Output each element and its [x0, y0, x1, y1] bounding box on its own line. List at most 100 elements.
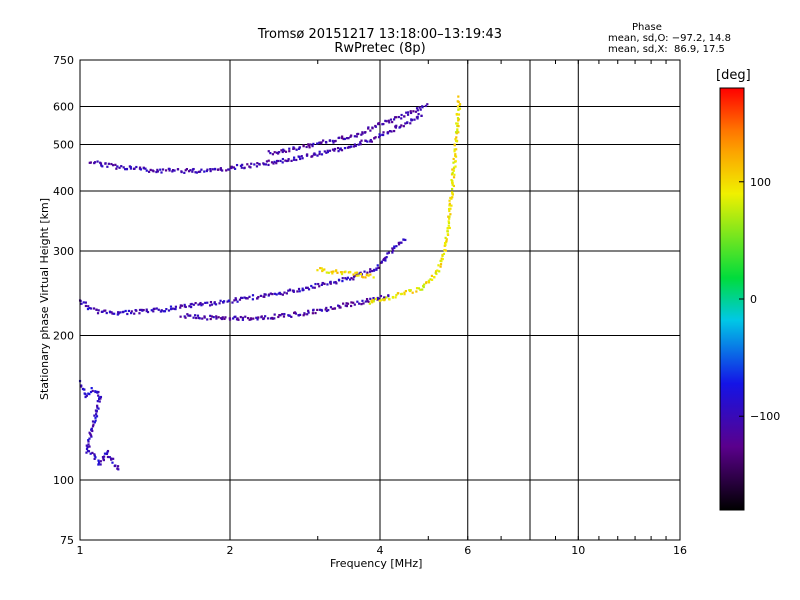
echo-point	[285, 292, 288, 295]
echo-point	[379, 294, 383, 298]
echo-point	[445, 238, 448, 241]
echo-point	[456, 122, 459, 125]
echo-point	[384, 259, 387, 262]
echo-point	[359, 143, 362, 146]
echo-point	[221, 316, 224, 319]
echo-point	[408, 289, 411, 292]
echo-point	[287, 158, 290, 161]
echo-point	[139, 168, 143, 171]
echo-point	[425, 281, 428, 284]
echo-point	[382, 133, 385, 137]
echo-point	[456, 129, 459, 132]
echo-point	[267, 150, 270, 153]
echo-point	[443, 248, 446, 252]
echo-point	[266, 317, 270, 320]
echo-point	[321, 268, 325, 272]
echo-point	[331, 272, 334, 275]
echo-point	[320, 283, 323, 286]
echo-point	[409, 122, 412, 125]
echo-point	[347, 137, 350, 140]
echo-point	[89, 432, 92, 436]
echo-point	[400, 241, 403, 244]
echo-point	[447, 221, 451, 225]
y-axis-label: Stationary phase Virtual Height [km]	[38, 197, 51, 400]
echo-point	[107, 162, 110, 165]
echo-point	[409, 111, 413, 115]
echo-point	[180, 170, 183, 173]
echo-point	[403, 293, 406, 296]
x-axis-label: Frequency [MHz]	[330, 557, 423, 570]
echo-point	[180, 304, 183, 307]
echo-point	[184, 305, 187, 309]
echo-point	[420, 114, 423, 117]
echo-point	[350, 277, 353, 280]
echo-point	[372, 276, 375, 279]
echo-point	[281, 157, 284, 161]
echo-point	[365, 273, 369, 276]
echo-point	[120, 165, 123, 168]
echo-point	[84, 304, 88, 308]
echo-point	[378, 121, 381, 125]
echo-point	[301, 287, 304, 290]
echo-point	[342, 137, 345, 141]
echo-point	[352, 301, 355, 304]
echo-point	[93, 454, 96, 457]
echo-point	[156, 168, 159, 171]
echo-point	[243, 296, 246, 299]
echo-point	[417, 287, 421, 290]
echo-point	[258, 162, 261, 166]
echo-point	[222, 300, 226, 303]
echo-point	[395, 245, 398, 248]
echo-point	[219, 299, 222, 302]
echo-point	[441, 257, 444, 261]
echo-point	[312, 308, 315, 311]
echo-point	[194, 301, 197, 305]
echo-point	[377, 122, 380, 125]
echo-point	[269, 152, 272, 155]
echo-point	[335, 282, 338, 285]
echo-point	[311, 312, 314, 315]
echo-point	[450, 204, 453, 207]
echo-point	[200, 304, 203, 307]
echo-point	[93, 161, 97, 164]
echo-point	[106, 455, 110, 459]
echo-point	[208, 304, 212, 307]
echo-point	[146, 310, 150, 314]
echo-point	[457, 95, 460, 98]
echo-point	[106, 451, 109, 454]
echo-point	[356, 300, 359, 303]
echo-point	[246, 163, 249, 166]
echo-point	[452, 161, 455, 164]
echo-point	[434, 270, 438, 273]
echo-point	[421, 106, 424, 109]
echo-point	[98, 396, 101, 399]
echo-point	[409, 289, 412, 292]
echo-point	[385, 120, 388, 123]
echo-point	[170, 308, 173, 311]
y-tick-label: 75	[60, 534, 74, 547]
y-tick-label: 500	[53, 139, 74, 152]
echo-point	[237, 318, 240, 321]
echo-point	[94, 419, 97, 422]
echo-point	[410, 118, 414, 122]
echo-point	[344, 304, 347, 307]
echo-point	[257, 316, 260, 319]
echo-point	[444, 249, 447, 252]
echo-point	[88, 437, 91, 440]
echo-point	[195, 316, 198, 320]
echo-point	[382, 298, 385, 301]
echo-point	[333, 149, 336, 152]
echo-point	[341, 136, 344, 140]
echo-point	[93, 453, 96, 456]
echo-point	[325, 306, 328, 310]
echo-point	[96, 406, 99, 409]
echo-point	[209, 317, 212, 321]
echo-point	[265, 160, 269, 163]
echo-point	[311, 286, 314, 289]
echo-point	[295, 148, 298, 151]
echo-point	[367, 300, 370, 303]
echo-point	[169, 305, 173, 308]
echo-point	[454, 160, 457, 163]
echo-point	[328, 139, 332, 142]
echo-point	[262, 317, 266, 320]
